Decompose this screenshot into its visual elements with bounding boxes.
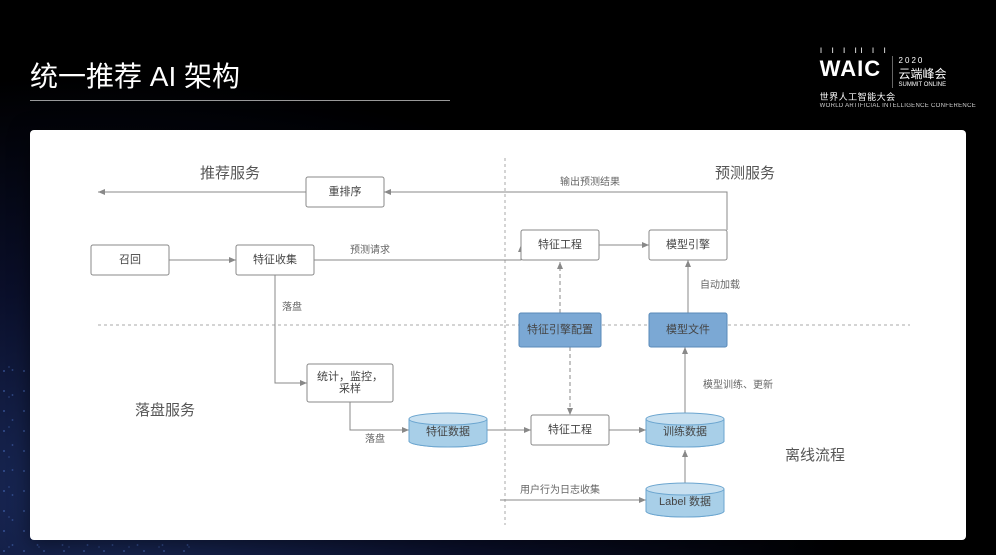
cylinder-node: Label 数据 [646, 483, 724, 517]
flow-edge [350, 402, 409, 430]
flow-edge [275, 275, 307, 383]
logo-side: 2020 云端峰会 SUMMIT ONLINE [892, 56, 947, 88]
edge-label: 模型训练、更新 [703, 378, 773, 391]
edge-label: 落盘 [282, 300, 302, 313]
node-label: 特征引擎配置 [527, 322, 593, 336]
waic-logo: ı ı ı ıı ı ı WAIC 2020 云端峰会 SUMMIT ONLIN… [820, 45, 976, 109]
section-label: 预测服务 [715, 165, 775, 182]
node-label: 模型文件 [666, 322, 710, 336]
edge-label: 落盘 [365, 432, 385, 445]
logo-main: WAIC [820, 56, 881, 82]
node-label: 召回 [119, 253, 141, 266]
logo-sub-cn: 世界人工智能大会 [820, 90, 976, 103]
flow-edge [314, 245, 521, 260]
node-label: 特征工程 [548, 422, 592, 436]
node-label: 采样 [339, 381, 361, 395]
edge-label: 预测请求 [350, 243, 390, 256]
node-label: 训练数据 [663, 424, 707, 438]
diagram-panel: 预测请求输出预测结果落盘落盘模型训练、更新自动加载用户行为日志收集推荐服务预测服… [30, 130, 966, 540]
section-label: 落盘服务 [135, 401, 195, 419]
logo-year: 2020 [899, 56, 947, 65]
edge-label: 输出预测结果 [560, 175, 620, 188]
edge-label: 自动加载 [700, 278, 740, 291]
cylinder-node: 训练数据 [646, 413, 724, 447]
node-label: 模型引擎 [666, 237, 710, 251]
flow-edge [384, 192, 727, 230]
node-label: 特征收集 [253, 252, 297, 266]
logo-ticks: ı ı ı ıı ı ı [820, 45, 976, 56]
node-label: 特征工程 [538, 237, 582, 251]
logo-cloud: 云端峰会 [899, 65, 947, 82]
slide-title: 统一推荐 AI 架构 [30, 55, 240, 95]
node-label: 统计，监控， [317, 369, 383, 383]
cylinder-node: 特征数据 [409, 413, 487, 447]
edge-label: 用户行为日志收集 [520, 483, 600, 496]
architecture-flowchart: 预测请求输出预测结果落盘落盘模型训练、更新自动加载用户行为日志收集推荐服务预测服… [30, 130, 966, 540]
section-label: 推荐服务 [200, 165, 260, 182]
node-label: 特征数据 [426, 424, 470, 438]
title-underline [30, 100, 450, 101]
logo-sub-en: WORLD ARTIFICIAL INTELLIGENCE CONFERENCE [820, 103, 976, 109]
node-label: 重排序 [329, 184, 362, 198]
logo-summit: SUMMIT ONLINE [899, 82, 947, 88]
section-label: 离线流程 [785, 447, 845, 464]
node-label: Label 数据 [659, 494, 711, 508]
